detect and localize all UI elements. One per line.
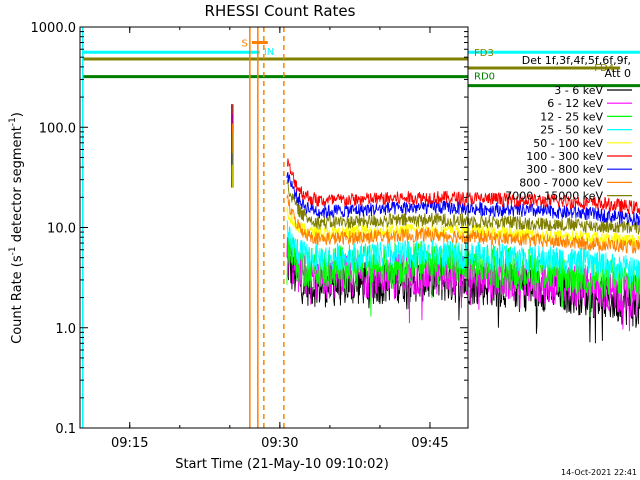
y-tick-label: 100.0 xyxy=(39,121,76,136)
marker-layer xyxy=(81,27,285,428)
y-axis: 0.1 1.0 10.0 100.0 1000.0 xyxy=(31,21,468,437)
flag-label: FD4 xyxy=(594,63,614,74)
legend-label: 7000 - 15000 keV xyxy=(505,190,603,203)
series-layer xyxy=(231,104,640,344)
y-axis-label-part: detector segment xyxy=(10,126,25,246)
y-axis-label-part: Count Rate (s xyxy=(10,255,25,344)
legend-label: 25 - 50 keV xyxy=(540,124,603,137)
series-line xyxy=(286,171,640,227)
legend-label: 100 - 300 keV xyxy=(526,150,603,163)
y-axis-label-part: ) xyxy=(10,112,25,117)
legend-label: 50 - 100 keV xyxy=(533,137,603,150)
x-axis-label: Start Time (21-May-10 09:10:02) xyxy=(175,457,389,472)
timestamp: 14-Oct-2021 22:41 xyxy=(561,468,637,477)
legend-header-line: Att 0 xyxy=(605,67,631,80)
legend-label: 3 - 6 keV xyxy=(554,84,603,97)
legend-label: 12 - 25 keV xyxy=(540,110,603,123)
legend-label: 800 - 7000 keV xyxy=(519,176,603,189)
flag-layer: SINFD3FD4RD0RD6 xyxy=(82,39,640,88)
y-tick-label: 1000.0 xyxy=(31,21,77,36)
legend-label: 300 - 800 keV xyxy=(526,163,603,176)
x-axis: 09:15 09:30 09:45 xyxy=(111,27,449,451)
x-tick-label: 09:45 xyxy=(411,436,448,451)
flag-label: S xyxy=(241,39,247,50)
legend-header-line: Det 1f,3f,4f,5f,6f,9f, xyxy=(522,54,631,67)
flag-label: IN xyxy=(264,47,274,58)
y-tick-label: 0.1 xyxy=(55,422,76,437)
x-tick-label: 09:15 xyxy=(111,436,148,451)
series-line xyxy=(286,236,640,318)
y-axis-label: Count Rate (s-1 detector segment-1) xyxy=(8,112,25,344)
y-axis-label-exponent: -1 xyxy=(8,246,18,255)
y-tick-label: 1.0 xyxy=(55,322,76,337)
series-line xyxy=(286,158,640,215)
series-line xyxy=(286,220,640,285)
y-tick-label: 10.0 xyxy=(47,222,76,237)
series-line xyxy=(286,205,640,249)
legend: Det 1f,3f,4f,5f,6f,9f, Att 0 3 - 6 keV6 … xyxy=(505,54,632,203)
series-line xyxy=(286,194,640,254)
x-tick-label: 09:30 xyxy=(261,436,298,451)
chart-title: RHESSI Count Rates xyxy=(205,2,356,20)
flag-label: RD0 xyxy=(474,72,495,83)
y-axis-label-exponent: -1 xyxy=(8,117,18,126)
series-line xyxy=(286,178,640,235)
flag-label: FD3 xyxy=(474,48,494,59)
legend-label: 6 - 12 keV xyxy=(547,97,603,110)
